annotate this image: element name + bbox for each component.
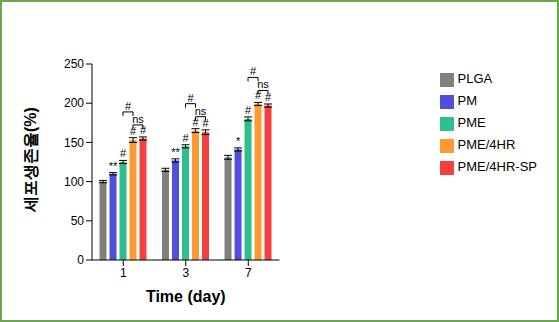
html-text:PME/4HR-SP: PME/4HR-SP [457,159,537,174]
svg-text:#: # [245,104,252,116]
html-text:PM: PM [457,93,477,108]
svg-text:ns: ns [132,113,144,125]
svg-text:150: 150 [64,136,84,150]
svg-text:ns: ns [257,78,269,90]
svg-text:7: 7 [245,266,252,280]
svg-text:#: # [125,100,132,112]
svg-text:3: 3 [182,266,189,280]
svg-text:1: 1 [120,266,127,280]
html-text:PLGA: PLGA [457,71,493,86]
svg-text:**: ** [109,160,118,172]
svg-text:*: * [236,135,241,147]
svg-text:#: # [182,132,189,144]
svg-text:0: 0 [77,253,84,267]
html-text:PME/4HR: PME/4HR [457,137,516,152]
svg-text:#: # [120,147,127,159]
svg-text:세포생존율(%): 세포생존율(%) [22,107,39,213]
svg-text:#: # [250,65,257,77]
svg-text:50: 50 [71,214,85,228]
html-text:PME: PME [457,115,486,130]
svg-text:200: 200 [64,96,84,110]
svg-text:**: ** [171,146,180,158]
svg-text:100: 100 [64,175,84,189]
svg-text:ns: ns [195,105,207,117]
svg-text:#: # [187,92,194,104]
svg-text:Time (day): Time (day) [146,288,226,305]
svg-text:250: 250 [64,57,84,71]
